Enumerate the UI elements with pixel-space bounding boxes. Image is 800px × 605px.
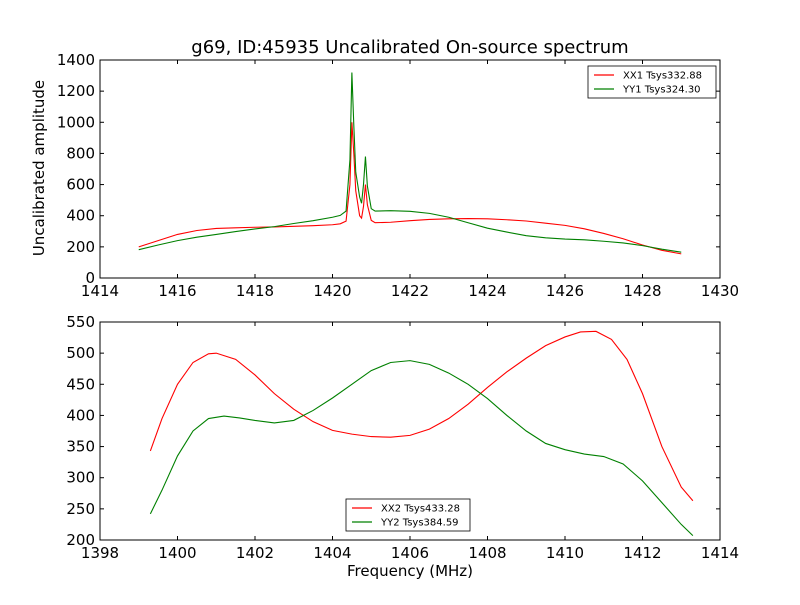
bottom-ytick-label-1: 250	[66, 500, 95, 518]
top-ytick-label-6: 1200	[57, 82, 95, 100]
top-xtick-label-3: 1420	[313, 282, 351, 300]
top-xtick-label-5: 1424	[468, 282, 506, 300]
top-ytick-label-1: 200	[66, 238, 95, 256]
bottom-xtick-label-6: 1410	[546, 544, 584, 562]
top-ytick-label-5: 1000	[57, 113, 95, 131]
top-xtick-label-6: 1426	[546, 282, 584, 300]
bottom-xtick-label-3: 1404	[313, 544, 351, 562]
bottom-xtick-label-5: 1408	[468, 544, 506, 562]
bottom-ytick-label-3: 350	[66, 438, 95, 456]
bottom-xtick-label-2: 1402	[236, 544, 274, 562]
bottom-series-line-1	[149, 360, 694, 537]
top-xtick-label-4: 1422	[391, 282, 429, 300]
bottom-panel: Frequency (MHz) 1398 1400 1402 1404 1406 1408…	[66, 313, 739, 580]
top-series-line-1	[138, 72, 682, 253]
bottom-legend-box	[345, 498, 471, 532]
bottom-ytick-label-5: 450	[66, 375, 95, 393]
chart-title: g69, ID:45935 Uncalibrated On-source spe…	[191, 37, 628, 58]
top-legend-label-0: XX1 Tsys332.88	[623, 71, 702, 82]
bottom-series-line-0	[149, 330, 694, 502]
top-xtick-label-1: 1416	[158, 282, 196, 300]
top-ytick-label-4: 800	[66, 144, 95, 162]
top-legend: XX1 Tsys332.88 YY1 Tsys324.30	[587, 65, 717, 99]
top-xtick-label-0: 1414	[81, 282, 119, 300]
bottom-xtick-label-0: 1398	[81, 544, 119, 562]
top-ytick-label-0: 0	[85, 269, 95, 287]
bottom-xtick-label-8: 1414	[701, 544, 739, 562]
top-legend-label-1: YY1 Tsys324.30	[622, 85, 701, 96]
top-legend-box	[587, 65, 717, 99]
bottom-legend-label-0: XX2 Tsys433.28	[381, 504, 460, 515]
top-xtick-label-7: 1428	[623, 282, 661, 300]
bottom-xtick-label-7: 1412	[623, 544, 661, 562]
bottom-legend-label-1: YY2 Tsys384.59	[380, 518, 459, 529]
bottom-xlabel: Frequency (MHz)	[347, 562, 473, 580]
top-ytick-label-2: 400	[66, 207, 95, 225]
top-ylabel: Uncalibrated amplitude	[30, 80, 48, 256]
top-ytick-label-3: 600	[66, 176, 95, 194]
bottom-ytick-label-6: 500	[66, 344, 95, 362]
top-xtick-label-8: 1430	[701, 282, 739, 300]
bottom-legend: XX2 Tsys433.28 YY2 Tsys384.59	[345, 498, 471, 532]
bottom-ytick-label-4: 400	[66, 406, 95, 424]
top-xtick-label-2: 1418	[236, 282, 274, 300]
top-panel: Uncalibrated amplitude 1414 1416 1418 1420 1…	[30, 51, 739, 300]
bottom-xtick-label-1: 1400	[158, 544, 196, 562]
bottom-xtick-label-4: 1406	[391, 544, 429, 562]
bottom-ytick-label-0: 200	[66, 531, 95, 549]
bottom-ytick-label-2: 300	[66, 469, 95, 487]
top-ytick-label-7: 1400	[57, 51, 95, 69]
bottom-ytick-label-7: 550	[66, 313, 95, 331]
top-series-line-0	[138, 122, 682, 255]
